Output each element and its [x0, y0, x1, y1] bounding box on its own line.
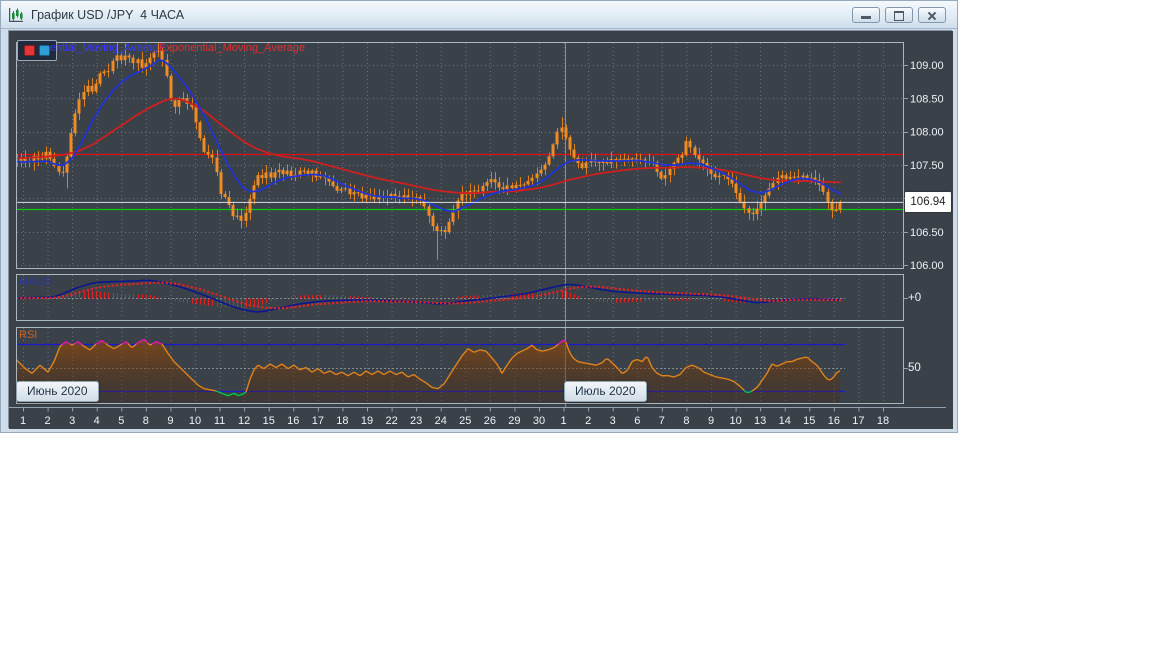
- chart-window: График USD /JPY 4 ЧАСА ential_Moving_Ave…: [0, 0, 958, 433]
- chart-area: ential_Moving_Average Exponential_Moving…: [8, 30, 953, 429]
- month-label-july: Июль 2020: [564, 381, 647, 402]
- legend-ema-2: Exponential_Moving_Average: [159, 42, 305, 54]
- macd-panel-title: MACD: [19, 276, 52, 288]
- minimize-button[interactable]: [852, 7, 880, 23]
- candlestick-chart-icon: [9, 7, 23, 22]
- ma-red-swatch-icon: [24, 45, 35, 56]
- restore-button[interactable]: [885, 7, 913, 23]
- legend-ema-1: ential_Moving_Average: [50, 42, 165, 54]
- current-price-tag: 106.94: [905, 192, 951, 212]
- window-title: График USD /JPY 4 ЧАСА: [31, 7, 185, 22]
- ma-blue-swatch-icon: [39, 45, 50, 56]
- rsi-axis-label: 50: [908, 362, 921, 374]
- indicator-legend[interactable]: [17, 40, 57, 61]
- macd-axis-label: +0: [908, 292, 922, 304]
- window-titlebar[interactable]: График USD /JPY 4 ЧАСА: [1, 1, 957, 29]
- rsi-panel-title: RSI: [19, 329, 38, 341]
- window-controls: [847, 7, 946, 23]
- month-label-june: Июнь 2020: [16, 381, 99, 402]
- close-button[interactable]: [918, 7, 946, 23]
- restore-icon: [894, 11, 904, 21]
- chart-canvas[interactable]: [9, 31, 953, 429]
- minimize-icon: [861, 16, 871, 19]
